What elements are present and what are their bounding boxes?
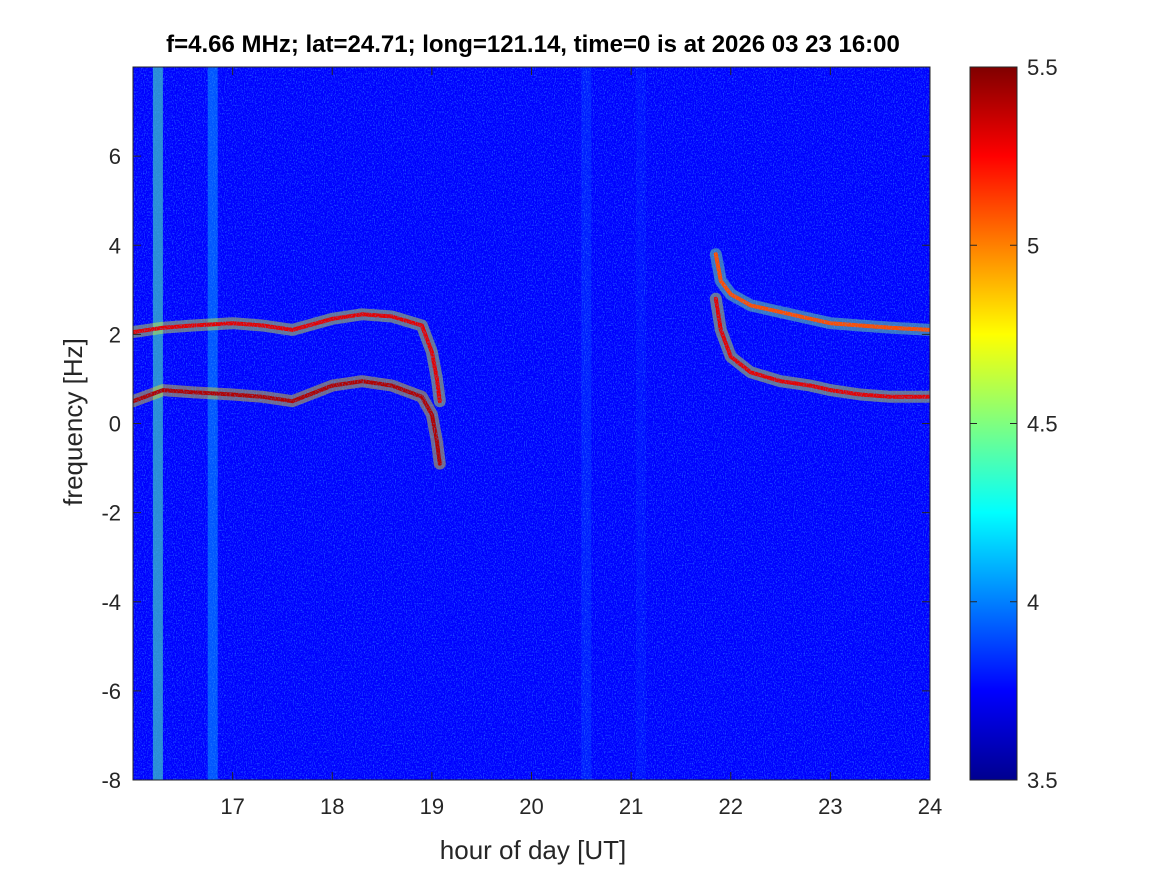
y-tick-label: 2 (109, 322, 121, 347)
y-tick-label: -2 (101, 501, 121, 526)
x-axis-label: hour of day [UT] (440, 835, 626, 865)
y-tick-label: 4 (109, 233, 121, 258)
colorbar-tick-label: 3.5 (1027, 768, 1058, 793)
y-axis-label: frequency [Hz] (58, 338, 88, 506)
colorbar-gradient (969, 66, 1018, 781)
x-tick-label: 17 (220, 794, 244, 819)
y-tick-label: 6 (109, 144, 121, 169)
noise-texture (133, 67, 930, 780)
y-tick-label: -4 (101, 590, 121, 615)
colorbar-tick-label: 4.5 (1027, 412, 1058, 437)
plot-area (132, 66, 931, 781)
y-tick-label: -6 (101, 679, 121, 704)
chart-title: f=4.66 MHz; lat=24.71; long=121.14, time… (166, 31, 900, 58)
colorbar-tick-label: 5.5 (1027, 55, 1058, 80)
y-tick-label: -8 (101, 768, 121, 793)
x-tick-label: 19 (420, 794, 444, 819)
colorbar-ticks: 3.5 4 4.5 5 5.5 (970, 55, 1058, 793)
x-tick-label: 21 (619, 794, 643, 819)
colorbar: 3.5 4 4.5 5 5.5 (969, 55, 1058, 793)
x-tick-label: 18 (320, 794, 344, 819)
x-tick-label: 24 (918, 794, 942, 819)
y-axis: -8 -6 -4 -2 0 2 4 6 (101, 144, 930, 793)
colorbar-tick-label: 4 (1027, 590, 1039, 615)
x-tick-label: 20 (519, 794, 543, 819)
y-tick-label: 0 (109, 412, 121, 437)
colorbar-tick-label: 5 (1027, 233, 1039, 258)
x-tick-label: 22 (719, 794, 743, 819)
x-tick-label: 23 (818, 794, 842, 819)
x-axis: 17 18 19 20 21 22 23 24 (220, 67, 942, 819)
